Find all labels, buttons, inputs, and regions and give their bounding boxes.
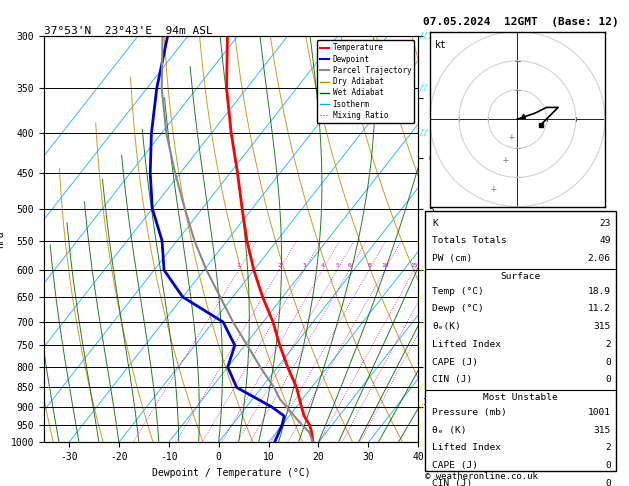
Text: Mixing Ratio (g/kg): Mixing Ratio (g/kg) (445, 253, 454, 347)
Text: 8: 8 (367, 263, 371, 268)
Text: 5: 5 (335, 263, 339, 268)
Text: /: / (418, 402, 423, 411)
Text: 20: 20 (432, 263, 440, 268)
Text: kt: kt (435, 40, 447, 51)
Text: 11.2: 11.2 (587, 305, 611, 313)
Text: Surface: Surface (501, 272, 540, 281)
Text: Totals Totals: Totals Totals (432, 236, 507, 245)
Text: /: / (418, 265, 423, 275)
Text: θₑ(K): θₑ(K) (432, 322, 461, 331)
Text: θₑ (K): θₑ (K) (432, 426, 467, 434)
Text: 4: 4 (321, 263, 325, 268)
Text: 1001: 1001 (587, 408, 611, 417)
Text: 315: 315 (593, 426, 611, 434)
Text: PW (cm): PW (cm) (432, 254, 472, 263)
Text: 315: 315 (593, 322, 611, 331)
Text: 0: 0 (605, 375, 611, 384)
Y-axis label: km
ASL: km ASL (446, 240, 464, 261)
Text: 0: 0 (605, 479, 611, 486)
Text: 23: 23 (599, 219, 611, 227)
X-axis label: Dewpoint / Temperature (°C): Dewpoint / Temperature (°C) (152, 468, 311, 478)
Text: © weatheronline.co.uk: © weatheronline.co.uk (425, 472, 537, 481)
Y-axis label: hPa: hPa (0, 230, 5, 248)
Text: /: / (418, 317, 423, 327)
Text: 2.06: 2.06 (587, 254, 611, 263)
Text: CAPE (J): CAPE (J) (432, 461, 478, 470)
Text: 2: 2 (277, 263, 281, 268)
Text: K: K (432, 219, 438, 227)
Text: Pressure (mb): Pressure (mb) (432, 408, 507, 417)
Text: 6: 6 (347, 263, 351, 268)
Text: CIN (J): CIN (J) (432, 375, 472, 384)
Text: /: / (418, 341, 423, 350)
Text: +: + (503, 155, 509, 165)
Text: //: // (418, 32, 428, 41)
Text: 2: 2 (605, 443, 611, 452)
Text: +: + (491, 184, 497, 194)
Text: 07.05.2024  12GMT  (Base: 12): 07.05.2024 12GMT (Base: 12) (423, 17, 618, 27)
Text: Lifted Index: Lifted Index (432, 340, 501, 349)
Text: 0: 0 (605, 461, 611, 470)
Text: 0: 0 (605, 358, 611, 366)
Text: 1LCL: 1LCL (423, 399, 441, 407)
Text: 1: 1 (237, 263, 240, 268)
Text: 10: 10 (381, 263, 389, 268)
Text: 37°53'N  23°43'E  94m ASL: 37°53'N 23°43'E 94m ASL (44, 26, 213, 35)
Text: 15: 15 (410, 263, 418, 268)
Text: 3: 3 (302, 263, 306, 268)
Text: Dewp (°C): Dewp (°C) (432, 305, 484, 313)
Text: /: / (418, 383, 423, 392)
Text: //: // (418, 84, 428, 93)
Text: Lifted Index: Lifted Index (432, 443, 501, 452)
Text: 18.9: 18.9 (587, 287, 611, 296)
Text: Temp (°C): Temp (°C) (432, 287, 484, 296)
Text: /: / (418, 293, 423, 301)
Text: 2: 2 (605, 340, 611, 349)
Text: CAPE (J): CAPE (J) (432, 358, 478, 366)
Text: +: + (509, 132, 515, 141)
Text: 49: 49 (599, 236, 611, 245)
Text: /: / (418, 438, 423, 447)
Text: Most Unstable: Most Unstable (483, 393, 558, 402)
Text: /: / (418, 420, 423, 430)
Text: CIN (J): CIN (J) (432, 479, 472, 486)
Legend: Temperature, Dewpoint, Parcel Trajectory, Dry Adiabat, Wet Adiabat, Isotherm, Mi: Temperature, Dewpoint, Parcel Trajectory… (317, 40, 415, 123)
Text: //: // (418, 129, 428, 138)
